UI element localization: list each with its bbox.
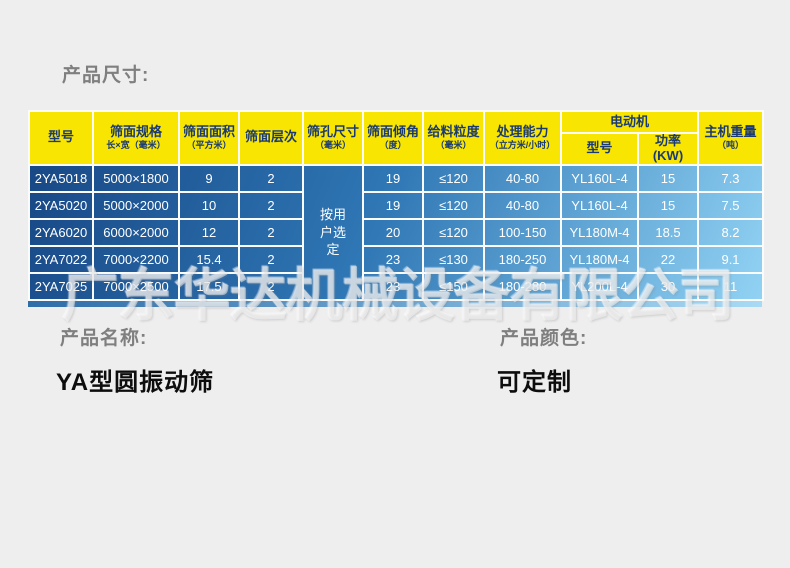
cell-spec: 7000×2200 xyxy=(92,244,180,274)
cell-model: 2YA6020 xyxy=(28,217,94,247)
cell-weight: 9.1 xyxy=(697,244,765,274)
col-header-motor-model-label: 型号 xyxy=(586,140,613,156)
col-header-screen-layers: 筛面层次 xyxy=(238,110,304,166)
col-header-incline-label: 筛面倾角 xyxy=(366,124,419,140)
col-header-weight: 主机重量 （吨） xyxy=(697,110,765,166)
cell-motor-model: YL160L-4 xyxy=(560,190,639,220)
spec-table-container: 型号 筛面规格 长×宽（毫米） 筛面面积 （平方米） 筛面层次 筛孔尺寸 xyxy=(28,110,765,307)
col-header-screen-area-label: 筛面面积 xyxy=(182,124,235,140)
col-header-capacity-unit: （立方米/小时） xyxy=(489,140,556,151)
cell-model: 2YA7025 xyxy=(28,271,94,301)
col-header-motor-power-label: 功率(KW) xyxy=(652,133,684,163)
cell-capacity: 180-280 xyxy=(483,271,562,301)
cell-weight: 7.3 xyxy=(697,163,765,193)
cell-mesh-note: 按用户选定 xyxy=(302,163,364,301)
cell-spec: 5000×1800 xyxy=(92,163,180,193)
col-header-incline-unit: （度） xyxy=(379,140,407,151)
cell-power: 18.5 xyxy=(636,217,700,247)
cell-feed: ≤150 xyxy=(422,271,485,301)
col-header-screen-spec-unit: 长×宽（毫米） xyxy=(106,140,166,151)
cell-layers: 2 xyxy=(238,163,304,193)
table-row: 2YA6020 6000×2000 12 2 20 ≤120 100-150 Y… xyxy=(28,217,765,247)
cell-motor-model: YL180M-4 xyxy=(560,244,639,274)
col-header-feed-size: 给料粒度 （毫米） xyxy=(422,110,485,166)
cell-power: 15 xyxy=(636,190,700,220)
col-header-screen-area: 筛面面积 （平方米） xyxy=(178,110,240,166)
cell-power: 15 xyxy=(636,163,700,193)
cell-motor-model: YL180M-4 xyxy=(560,217,639,247)
col-header-model-label: 型号 xyxy=(47,129,74,145)
cell-motor-model: YL160L-4 xyxy=(560,163,639,193)
cell-incline: 19 xyxy=(362,190,424,220)
col-header-weight-unit: （吨） xyxy=(717,140,745,151)
col-header-motor-group: 电动机 xyxy=(559,110,700,134)
col-header-mesh-size-unit: （毫米） xyxy=(314,140,351,151)
cell-weight: 11 xyxy=(697,271,765,301)
cell-power: 22 xyxy=(636,244,700,274)
cell-capacity: 180-250 xyxy=(483,244,562,274)
product-name-label: 产品名称: xyxy=(60,328,148,349)
cell-feed: ≤120 xyxy=(422,163,485,193)
col-header-weight-label: 主机重量 xyxy=(704,124,757,140)
cell-incline: 20 xyxy=(362,217,424,247)
cell-layers: 2 xyxy=(238,244,304,274)
col-header-model: 型号 xyxy=(28,110,94,166)
col-header-screen-spec-label: 筛面规格 xyxy=(109,124,162,140)
col-header-screen-layers-label: 筛面层次 xyxy=(244,129,297,145)
cell-area: 12 xyxy=(178,217,240,247)
cell-area: 17.5 xyxy=(178,271,240,301)
cell-area: 15.4 xyxy=(178,244,240,274)
product-color-value: 可定制 xyxy=(497,369,572,396)
cell-spec: 6000×2000 xyxy=(92,217,180,247)
cell-feed: ≤130 xyxy=(422,244,485,274)
table-row: 2YA7022 7000×2200 15.4 2 23 ≤130 180-250… xyxy=(28,244,765,274)
product-name-value: YA型圆振动筛 xyxy=(56,369,215,396)
cell-weight: 8.2 xyxy=(697,217,765,247)
spec-table-header: 型号 筛面规格 长×宽（毫米） 筛面面积 （平方米） 筛面层次 筛孔尺寸 xyxy=(28,110,765,166)
spec-table: 型号 筛面规格 长×宽（毫米） 筛面面积 （平方米） 筛面层次 筛孔尺寸 xyxy=(28,110,765,301)
cell-layers: 2 xyxy=(238,271,304,301)
table-row: 2YA5018 5000×1800 9 2 按用户选定 19 ≤120 40-8… xyxy=(28,163,765,301)
cell-spec: 5000×2000 xyxy=(92,190,180,220)
cell-capacity: 100-150 xyxy=(483,217,562,247)
spec-table-body: 2YA5018 5000×1800 9 2 按用户选定 19 ≤120 40-8… xyxy=(28,163,765,301)
cell-motor-model: YL200L-4 xyxy=(560,271,639,301)
cell-layers: 2 xyxy=(238,217,304,247)
col-header-mesh-size: 筛孔尺寸 （毫米） xyxy=(302,110,364,166)
col-header-feed-size-unit: （毫米） xyxy=(435,140,472,151)
cell-spec: 7000×2500 xyxy=(92,271,180,301)
col-header-incline: 筛面倾角 （度） xyxy=(362,110,424,166)
col-header-feed-size-label: 给料粒度 xyxy=(427,124,480,140)
col-header-motor-model: 型号 xyxy=(560,132,639,166)
col-header-capacity: 处理能力 （立方米/小时） xyxy=(483,110,562,166)
col-header-motor-group-label: 电动机 xyxy=(610,113,650,129)
cell-model: 2YA5020 xyxy=(28,190,94,220)
dimensions-section-heading: 产品尺寸: xyxy=(62,65,150,86)
cell-feed: ≤120 xyxy=(422,190,485,220)
col-header-capacity-label: 处理能力 xyxy=(496,124,549,140)
cell-incline: 19 xyxy=(362,163,424,193)
col-header-screen-area-unit: （平方米） xyxy=(186,140,232,151)
cell-incline: 23 xyxy=(362,271,424,301)
cell-area: 10 xyxy=(178,190,240,220)
table-row: 2YA7025 7000×2500 17.5 2 23 ≤150 180-280… xyxy=(28,271,765,301)
cell-feed: ≤120 xyxy=(422,217,485,247)
table-bottom-edge xyxy=(28,300,762,307)
cell-capacity: 40-80 xyxy=(483,190,562,220)
mesh-note-text: 按用户选定 xyxy=(319,207,346,258)
cell-power: 30 xyxy=(636,271,700,301)
cell-incline: 23 xyxy=(362,244,424,274)
cell-layers: 2 xyxy=(238,190,304,220)
col-header-motor-power: 功率(KW) xyxy=(636,132,700,166)
cell-capacity: 40-80 xyxy=(483,163,562,193)
product-color-label: 产品颜色: xyxy=(500,328,588,349)
cell-model: 2YA5018 xyxy=(28,163,94,193)
table-row: 2YA5020 5000×2000 10 2 19 ≤120 40-80 YL1… xyxy=(28,190,765,220)
col-header-screen-spec: 筛面规格 长×宽（毫米） xyxy=(92,110,180,166)
cell-model: 2YA7022 xyxy=(28,244,94,274)
cell-area: 9 xyxy=(178,163,240,193)
col-header-mesh-size-label: 筛孔尺寸 xyxy=(306,124,359,140)
cell-weight: 7.5 xyxy=(697,190,765,220)
